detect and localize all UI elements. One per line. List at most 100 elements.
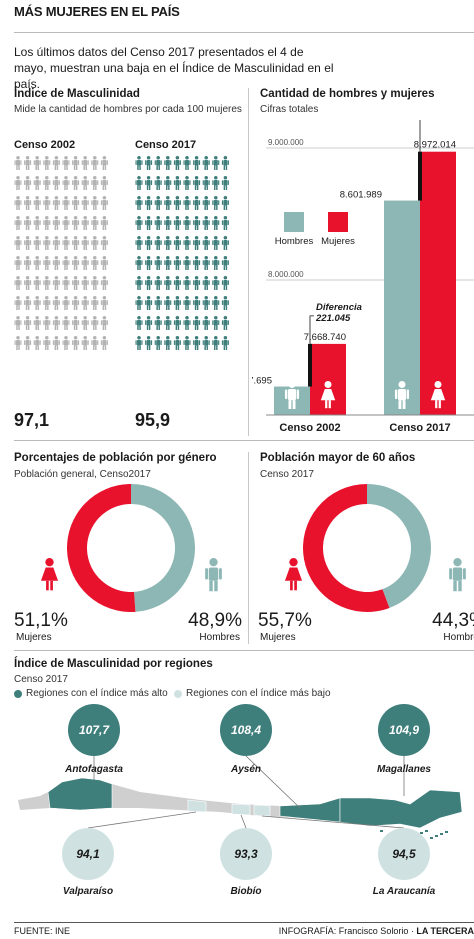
legend-swatch	[328, 212, 348, 232]
title-rule	[14, 32, 474, 33]
person-icon	[183, 336, 191, 350]
person-icon	[14, 216, 22, 230]
person-icon	[212, 176, 220, 190]
person-icon	[135, 316, 143, 330]
island	[440, 833, 443, 835]
person-icon	[212, 236, 220, 250]
person-icon	[173, 336, 181, 350]
difference-connector	[419, 120, 421, 152]
island	[430, 837, 433, 839]
region-high-bubble	[220, 704, 272, 756]
island	[380, 830, 383, 832]
person-icon	[145, 296, 153, 310]
page-title: MÁS MUJERES EN EL PAÍS	[14, 4, 180, 19]
person-icon	[173, 156, 181, 170]
person-icon	[62, 236, 70, 250]
person-icon	[164, 256, 172, 270]
person-icon	[33, 156, 41, 170]
person-icon	[183, 256, 191, 270]
person-icon	[43, 276, 51, 290]
person-icon	[212, 196, 220, 210]
person-icon	[72, 216, 80, 230]
person-icon	[72, 156, 80, 170]
person-icon	[52, 196, 60, 210]
donut2-title: Población mayor de 60 años	[260, 452, 416, 464]
person-icon	[52, 176, 60, 190]
person-icon	[33, 316, 41, 330]
person-icon	[145, 236, 153, 250]
region-araucania	[253, 804, 271, 817]
person-icon	[81, 336, 89, 350]
person-icon	[43, 236, 51, 250]
vertical-divider-2	[248, 452, 249, 644]
person-icon	[62, 316, 70, 330]
person-icon	[202, 196, 210, 210]
person-icon	[100, 336, 108, 350]
person-icon	[14, 276, 22, 290]
donut2-subtitle: Censo 2017	[260, 469, 314, 480]
person-icon	[81, 176, 89, 190]
island	[445, 831, 448, 833]
region-low-value: 94,5	[392, 847, 416, 861]
island	[435, 835, 438, 837]
region-high-name: Aysén	[230, 764, 261, 775]
person-icon	[183, 316, 191, 330]
mujeres-percent: 51,1%	[14, 610, 68, 631]
island	[420, 832, 423, 834]
person-icon	[52, 256, 60, 270]
donut1-title: Porcentajes de población por género	[14, 452, 217, 464]
person-icon	[81, 256, 89, 270]
person-icon	[193, 216, 201, 230]
person-icon	[14, 176, 22, 190]
person-icon	[81, 276, 89, 290]
region-high-value: 108,4	[231, 723, 261, 737]
person-icon	[193, 156, 201, 170]
person-icon	[173, 176, 181, 190]
person-icon	[164, 336, 172, 350]
male-icon	[449, 558, 466, 592]
person-icon	[72, 276, 80, 290]
person-icon	[154, 156, 162, 170]
person-icon	[91, 296, 99, 310]
region-low-bubble	[378, 828, 430, 880]
person-icon	[164, 216, 172, 230]
person-icon	[62, 156, 70, 170]
person-icon	[202, 316, 210, 330]
person-icon	[72, 176, 80, 190]
footer-brand: LA TERCERA	[416, 926, 474, 936]
person-icon	[145, 156, 153, 170]
person-icon	[135, 336, 143, 350]
person-icon	[202, 236, 210, 250]
person-icon	[193, 176, 201, 190]
person-icon	[24, 216, 32, 230]
person-icon	[135, 216, 143, 230]
person-icon	[164, 196, 172, 210]
people-grid-2017	[135, 156, 229, 350]
bar-mujeres	[420, 151, 456, 415]
intro-text: Los últimos datos del Censo 2017 present…	[14, 45, 334, 91]
region-high-value: 107,7	[79, 723, 110, 737]
male-icon	[284, 381, 300, 409]
person-icon	[33, 196, 41, 210]
person-icon	[100, 196, 108, 210]
region-low-name: La Araucanía	[373, 886, 436, 897]
person-icon	[183, 196, 191, 210]
slice-hombres	[367, 484, 432, 608]
person-icon	[212, 256, 220, 270]
person-icon	[91, 156, 99, 170]
person-icon	[164, 276, 172, 290]
person-icon	[24, 156, 32, 170]
person-icon	[221, 336, 229, 350]
regiones-title: Índice de Masculinidad por regiones	[14, 658, 213, 670]
hombres-percent: 48,9%	[188, 610, 242, 631]
person-icon	[135, 236, 143, 250]
person-icon	[72, 236, 80, 250]
person-icon	[81, 316, 89, 330]
person-icon	[202, 156, 210, 170]
person-icon	[193, 256, 201, 270]
bar-hombres	[384, 200, 420, 415]
person-icon	[33, 176, 41, 190]
female-icon	[284, 558, 303, 591]
bar-chart-subtitle: Cifras totales	[260, 104, 319, 115]
person-icon	[24, 276, 32, 290]
